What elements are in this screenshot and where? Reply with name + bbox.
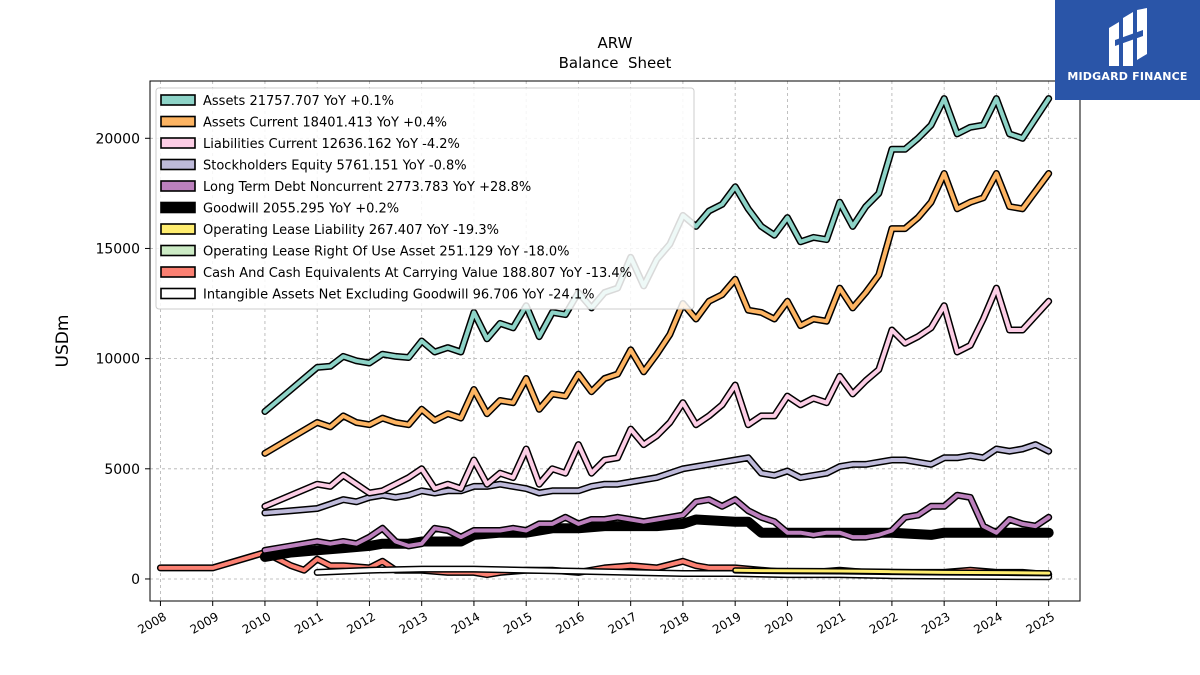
series-stockholders-equity <box>261 441 1053 517</box>
x-tick-label: 2017 <box>606 609 639 636</box>
y-axis: 0 5000 10000 15000 20000 <box>95 131 150 588</box>
series-assets-current <box>261 170 1053 457</box>
series-line <box>262 442 1051 515</box>
series-operating-lease-liability <box>732 567 1052 577</box>
legend-swatch <box>160 223 196 235</box>
x-tick-label: 2010 <box>240 609 273 636</box>
series-liabilities-current <box>261 284 1053 510</box>
legend-swatch <box>160 266 196 278</box>
legend-swatch <box>160 180 196 192</box>
y-axis-label: USDm <box>53 315 73 368</box>
series-line <box>262 493 1051 553</box>
chart-subtitle: Balance Sheet <box>559 54 672 72</box>
legend-swatch <box>160 94 196 106</box>
legend-entry: Goodwill 2055.295 YoY +0.2% <box>203 202 399 217</box>
legend-swatch <box>160 287 196 300</box>
series-line <box>262 171 1051 456</box>
x-tick-label: 2021 <box>815 609 848 636</box>
x-tick-label: 2022 <box>867 609 900 636</box>
legend-swatch <box>160 244 196 257</box>
series-line <box>261 516 1053 561</box>
x-tick-label: 2015 <box>501 609 534 636</box>
y-tick-label: 10000 <box>95 352 140 368</box>
x-tick-label: 2008 <box>135 609 168 636</box>
midgard-logo-icon <box>1109 8 1147 66</box>
y-tick-label: 5000 <box>104 462 140 478</box>
legend-entry: Assets Current 18401.413 YoY +0.4% <box>203 116 447 131</box>
series-line <box>262 286 1051 509</box>
brand-name: MIDGARD FINANCE <box>1067 70 1188 83</box>
x-tick-label: 2012 <box>344 609 377 636</box>
y-tick-label: 0 <box>131 572 140 588</box>
legend-swatch <box>160 158 196 171</box>
legend-entry: Long Term Debt Noncurrent 2773.783 YoY +… <box>203 180 531 195</box>
legend: Assets 21757.707 YoY +0.1% Assets Current… <box>155 87 695 310</box>
series-long-term-debt-noncurrent <box>261 491 1053 554</box>
series-line <box>315 567 1051 579</box>
x-tick-label: 2023 <box>919 609 952 636</box>
legend-entry: Operating Lease Right Of Use Asset 251.1… <box>203 245 570 260</box>
x-tick-label: 2014 <box>449 609 482 636</box>
legend-entry: Cash And Cash Equivalents At Carrying Va… <box>203 266 632 281</box>
x-tick-label: 2009 <box>188 609 221 636</box>
legend-entry: Operating Lease Liability 267.407 YoY -1… <box>203 223 499 238</box>
legend-swatch <box>160 115 196 128</box>
legend-swatch <box>160 201 196 214</box>
y-tick-label: 20000 <box>95 131 140 147</box>
plot-frame <box>149 80 1081 602</box>
x-tick-label: 2019 <box>710 609 743 636</box>
series-outline <box>261 284 1053 510</box>
x-tick-label: 2020 <box>762 609 795 636</box>
series-line <box>733 568 1051 575</box>
x-tick-label: 2024 <box>971 609 1004 636</box>
series-goodwill <box>259 514 1054 562</box>
legend-box <box>155 87 695 310</box>
x-tick-label: 2016 <box>553 609 586 636</box>
legend-entry: Intangible Assets Net Excluding Goodwill… <box>203 288 594 303</box>
x-axis: 2008 2009 2010 2011 2012 2013 2014 2015 2016 2017… <box>135 601 1057 637</box>
x-tick-label: 2013 <box>397 609 430 636</box>
legend-entry: Stockholders Equity 5761.151 YoY -0.8% <box>203 159 467 174</box>
x-tick-label: 2025 <box>1024 609 1057 636</box>
legend-swatch <box>160 137 196 149</box>
x-tick-label: 2018 <box>658 609 691 636</box>
x-tick-label: 2011 <box>292 609 325 636</box>
legend-entry: Assets 21757.707 YoY +0.1% <box>203 94 394 109</box>
chart-title: ARW <box>598 34 633 52</box>
brand-logo: MIDGARD FINANCE <box>1055 0 1200 100</box>
series-intangible-assets-net-excluding-goodwill <box>313 565 1053 581</box>
legend-entry: Liabilities Current 12636.162 YoY -4.2% <box>203 137 460 152</box>
y-tick-label: 15000 <box>95 241 140 257</box>
